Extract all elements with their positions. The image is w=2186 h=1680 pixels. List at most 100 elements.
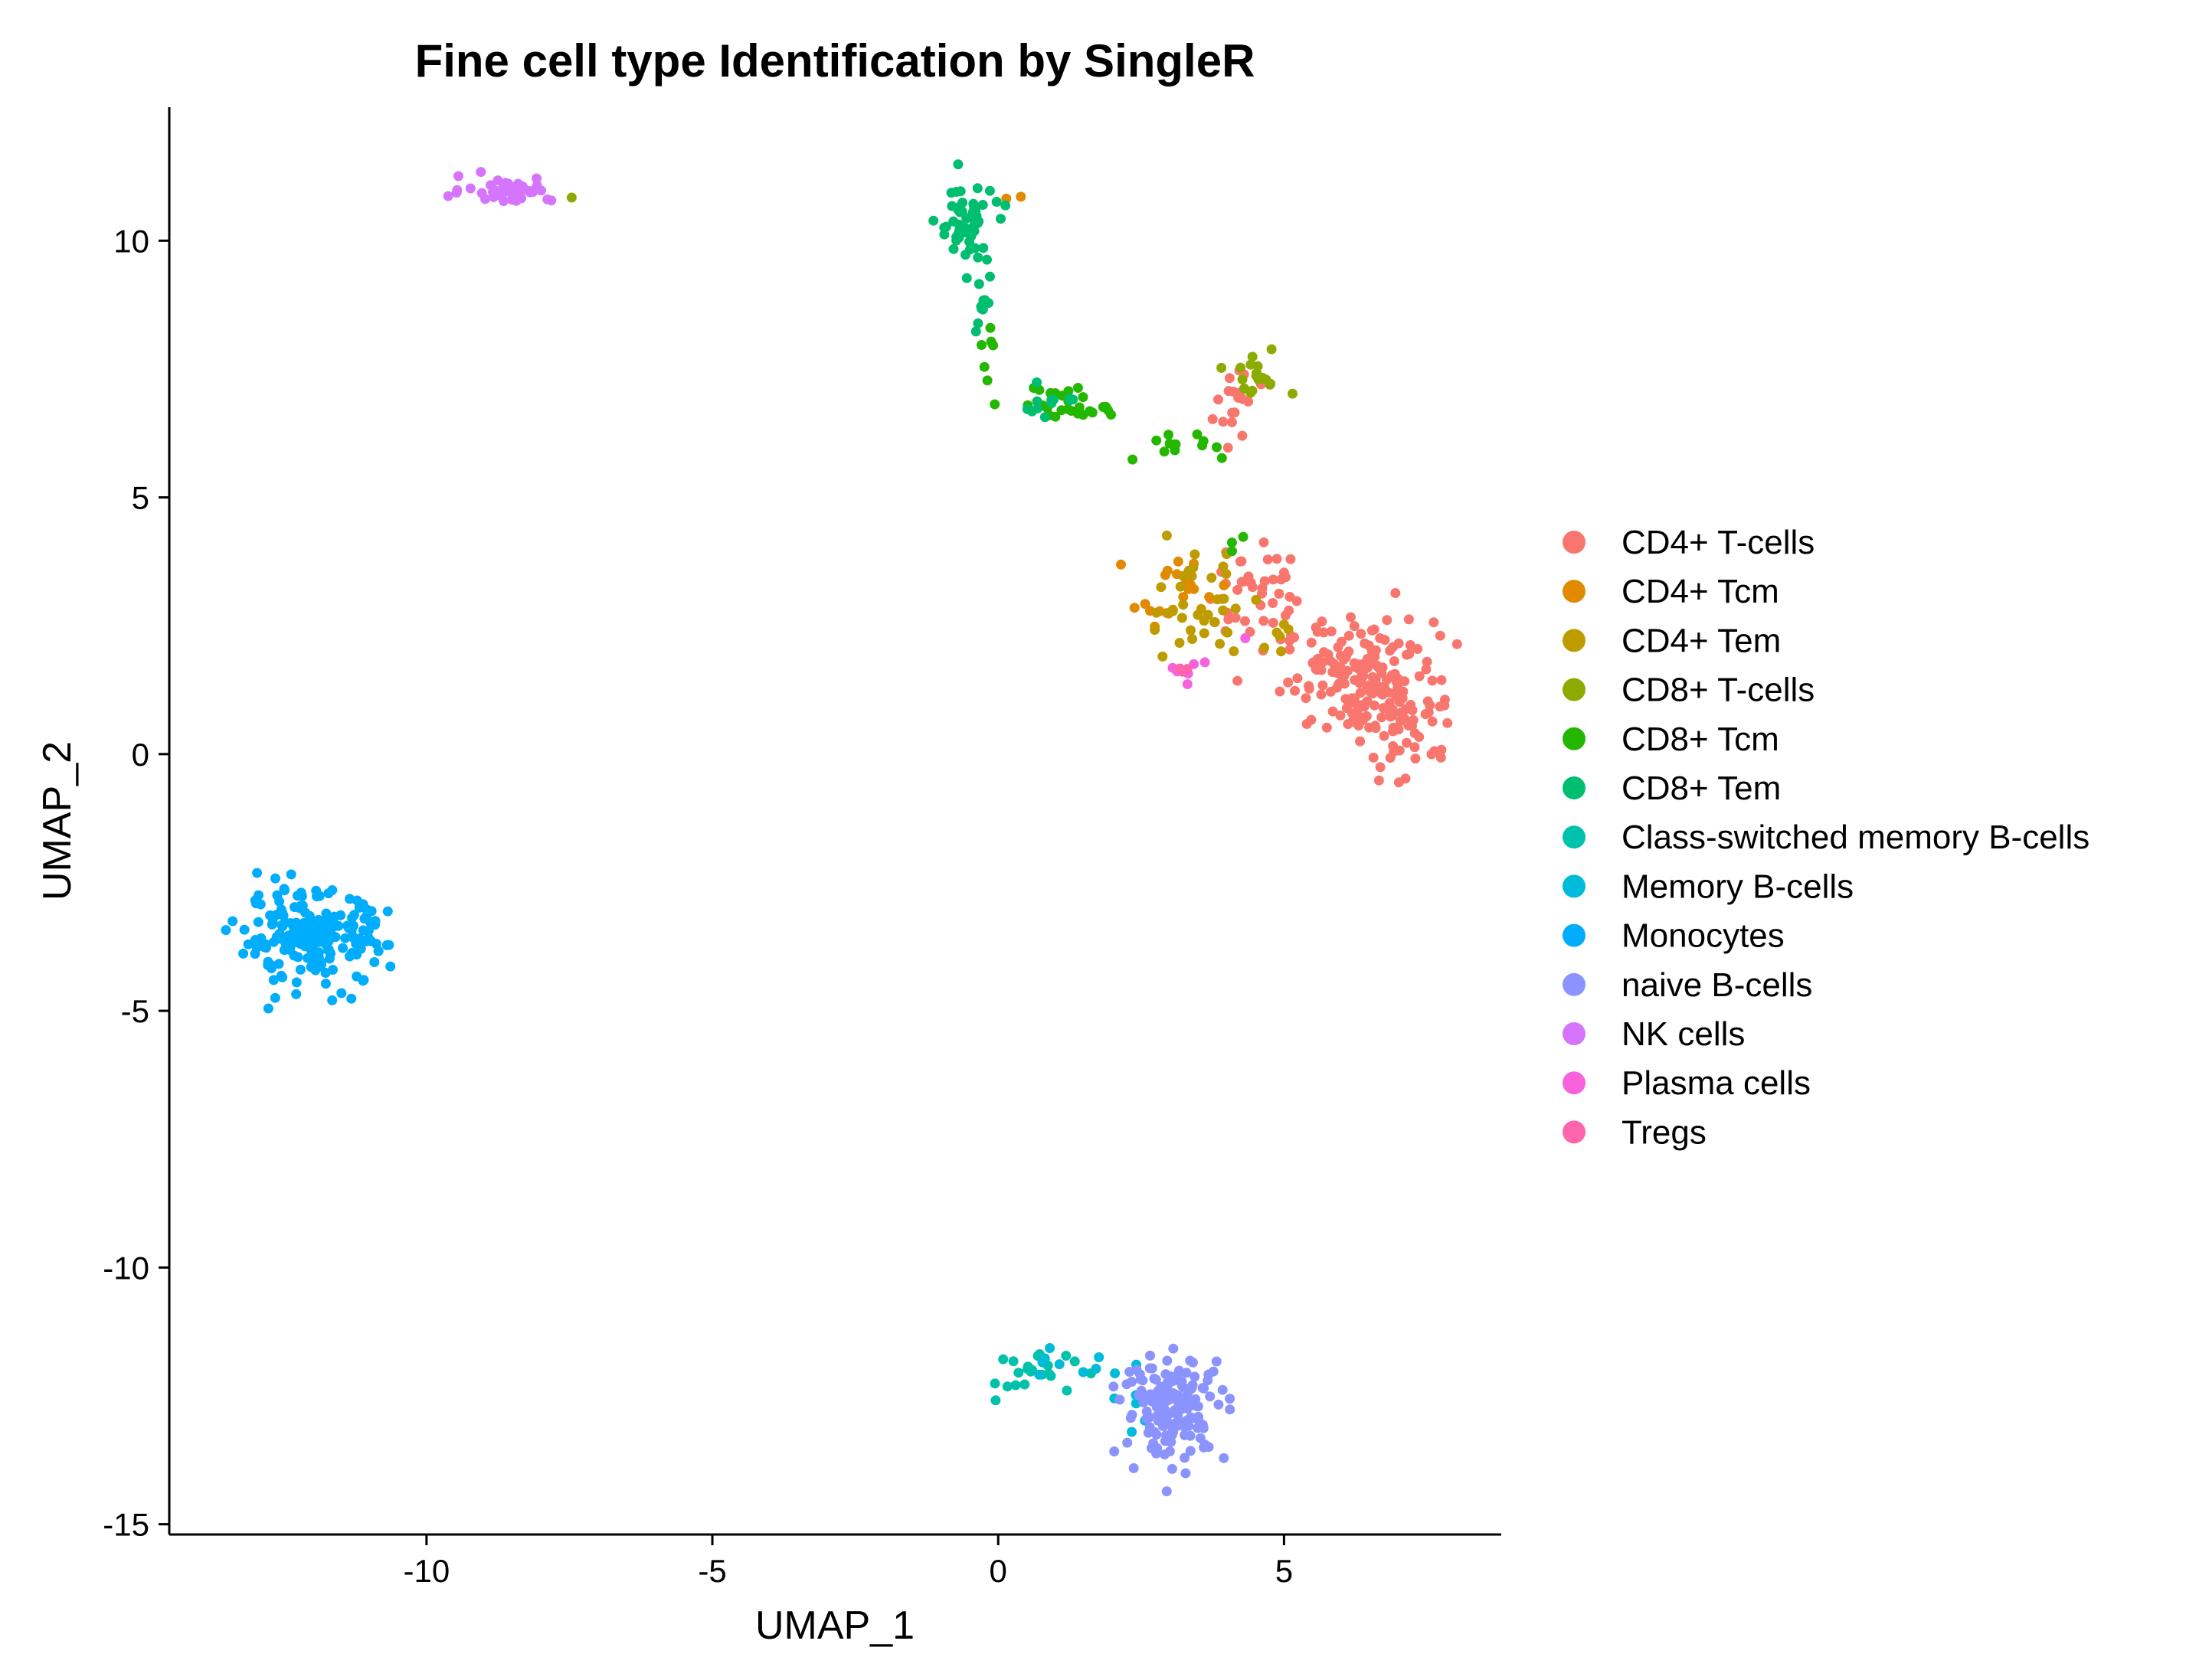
data-point xyxy=(1321,722,1332,733)
data-point xyxy=(1402,737,1412,748)
data-point xyxy=(227,916,238,927)
data-point xyxy=(1422,696,1433,707)
data-point xyxy=(1181,1368,1192,1378)
data-point xyxy=(273,959,284,969)
data-point xyxy=(1176,613,1187,623)
data-point xyxy=(1247,582,1258,593)
data-point xyxy=(1382,615,1392,626)
data-point xyxy=(1333,642,1343,652)
data-point xyxy=(951,235,962,246)
data-point xyxy=(1127,1427,1137,1437)
data-point xyxy=(1323,649,1334,660)
data-point xyxy=(1318,627,1329,638)
data-point xyxy=(358,899,368,910)
data-point xyxy=(1187,634,1198,644)
data-point xyxy=(1235,362,1246,373)
legend-label: Tregs xyxy=(1622,1113,1707,1151)
data-point xyxy=(1291,596,1302,606)
series-6-points xyxy=(990,1349,1096,1406)
data-point xyxy=(1229,407,1240,418)
legend-key xyxy=(1563,923,1586,947)
data-point xyxy=(1218,417,1229,427)
legend-label: NK cells xyxy=(1622,1015,1745,1053)
data-point xyxy=(983,298,994,309)
data-point xyxy=(1240,633,1251,643)
data-point xyxy=(1274,588,1284,599)
data-point xyxy=(1190,1371,1200,1382)
data-point xyxy=(1162,1355,1173,1366)
data-point xyxy=(941,221,951,232)
legend-label: Monocytes xyxy=(1622,917,1785,955)
x-axis-title: UMAP_1 xyxy=(755,1603,915,1648)
data-point xyxy=(1347,708,1357,719)
data-point xyxy=(953,159,964,170)
data-point xyxy=(1167,662,1178,673)
data-point xyxy=(1174,638,1185,648)
data-point xyxy=(1404,649,1415,659)
data-point xyxy=(542,194,553,204)
data-point xyxy=(1317,680,1328,691)
data-point xyxy=(532,173,542,184)
data-point xyxy=(1136,1385,1147,1396)
data-point xyxy=(1151,1410,1162,1421)
data-point xyxy=(1192,429,1203,440)
data-point xyxy=(1377,689,1388,700)
legend-key xyxy=(1563,1120,1586,1144)
data-point xyxy=(1064,393,1075,404)
data-point xyxy=(259,942,270,953)
legend-label: Plasma cells xyxy=(1622,1064,1811,1102)
data-point xyxy=(1275,686,1285,697)
data-point xyxy=(1078,392,1088,403)
data-point xyxy=(1145,1350,1155,1361)
data-point xyxy=(486,180,496,191)
data-point xyxy=(1252,368,1262,378)
data-point xyxy=(1368,752,1379,763)
data-point xyxy=(272,890,283,900)
data-point xyxy=(1186,580,1196,590)
data-point xyxy=(1173,1415,1183,1426)
data-point xyxy=(1271,627,1282,638)
data-point xyxy=(503,178,513,189)
legend-item: CD8+ T-cells xyxy=(1563,672,1815,709)
data-point xyxy=(1134,1369,1145,1380)
data-point xyxy=(1187,1357,1198,1368)
data-point xyxy=(1385,753,1396,763)
data-point xyxy=(1259,642,1270,653)
data-point xyxy=(1375,762,1386,773)
data-point xyxy=(1062,404,1073,414)
legend-label: Memory B-cells xyxy=(1622,868,1854,905)
data-point xyxy=(1183,1401,1194,1412)
data-point xyxy=(1278,619,1289,629)
data-point xyxy=(1414,671,1425,681)
data-point xyxy=(1180,1468,1191,1479)
data-point xyxy=(1311,623,1321,632)
data-point xyxy=(1227,546,1237,557)
data-point xyxy=(238,948,249,959)
data-point xyxy=(1268,574,1278,585)
data-point xyxy=(1141,1414,1152,1423)
data-point xyxy=(325,917,335,927)
data-point xyxy=(1212,442,1222,453)
data-point xyxy=(1385,709,1396,720)
data-point xyxy=(1166,1407,1176,1418)
data-point xyxy=(1312,665,1322,675)
data-point xyxy=(1190,549,1200,560)
data-point xyxy=(338,943,349,953)
data-point xyxy=(1221,569,1232,579)
data-point xyxy=(1162,1415,1172,1426)
data-point xyxy=(1010,1380,1021,1391)
data-point xyxy=(977,303,987,314)
y-tick-label: 0 xyxy=(132,737,149,773)
data-point xyxy=(977,340,987,350)
data-point xyxy=(1359,699,1370,710)
data-point xyxy=(1262,554,1273,565)
data-point xyxy=(1162,608,1173,619)
data-point xyxy=(1218,605,1229,616)
data-point xyxy=(295,900,306,911)
data-point xyxy=(1045,1343,1055,1353)
data-point xyxy=(1061,1351,1072,1361)
data-point xyxy=(1435,630,1445,641)
data-point xyxy=(1163,430,1173,440)
data-point xyxy=(1403,614,1414,625)
legend-key xyxy=(1563,580,1586,603)
